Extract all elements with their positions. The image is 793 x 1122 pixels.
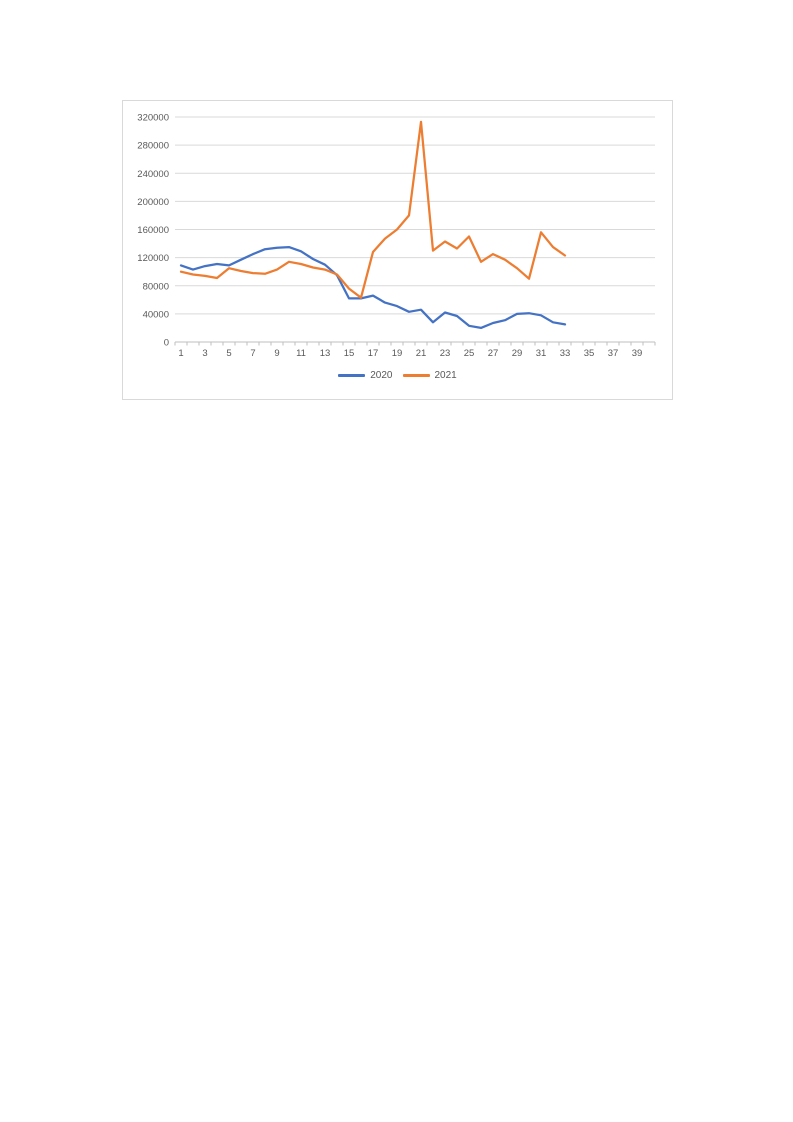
series-line-2021	[179, 120, 567, 299]
x-axis-label: 11	[296, 348, 306, 359]
x-axis-label: 39	[632, 348, 643, 359]
series-line-2020	[179, 245, 567, 330]
x-axis-label: 19	[392, 348, 403, 359]
x-axis-label: 25	[464, 348, 475, 359]
y-axis-label: 200000	[137, 197, 169, 208]
y-axis-label: 40000	[143, 309, 169, 320]
legend-swatch-2021	[402, 374, 430, 377]
x-axis-label: 5	[226, 348, 231, 359]
line-chart: 0 40000 80000 120000 160000 200000 240000 28000…	[122, 100, 673, 400]
legend-swatch-2020	[338, 374, 366, 377]
x-axis-label: 1	[178, 348, 183, 359]
x-axis-label: 37	[608, 348, 619, 359]
y-axis-label: 80000	[143, 281, 169, 292]
legend-item-2020: 2020	[338, 370, 393, 381]
x-axis-label: 21	[416, 348, 427, 359]
x-axis-label: 29	[512, 348, 523, 359]
chart-plot-area: 0 40000 80000 120000 160000 200000 240000 28000…	[137, 113, 656, 359]
x-axis-label: 3	[202, 348, 207, 359]
legend-label-2021: 2021	[434, 370, 457, 381]
y-axis-label: 320000	[137, 113, 169, 124]
x-axis-label: 7	[250, 348, 255, 359]
y-axis-label: 120000	[137, 253, 169, 264]
x-axis-label: 27	[488, 348, 499, 359]
x-axis-label: 9	[274, 348, 279, 359]
x-axis-label: 13	[320, 348, 331, 359]
y-axis-label: 280000	[137, 141, 169, 152]
y-axis-label: 160000	[137, 225, 169, 236]
x-axis-label: 33	[560, 348, 571, 359]
y-axis-label: 240000	[137, 169, 169, 180]
chart-legend: 2020 2021	[123, 370, 672, 381]
legend-item-2021: 2021	[402, 370, 457, 381]
x-axis-label: 15	[344, 348, 355, 359]
legend-label-2020: 2020	[370, 370, 393, 381]
x-axis-label: 23	[440, 348, 451, 359]
y-axis-label: 0	[164, 338, 169, 349]
x-axis-label: 17	[368, 348, 379, 359]
x-axis-label: 31	[536, 348, 547, 359]
x-axis-label: 35	[584, 348, 595, 359]
